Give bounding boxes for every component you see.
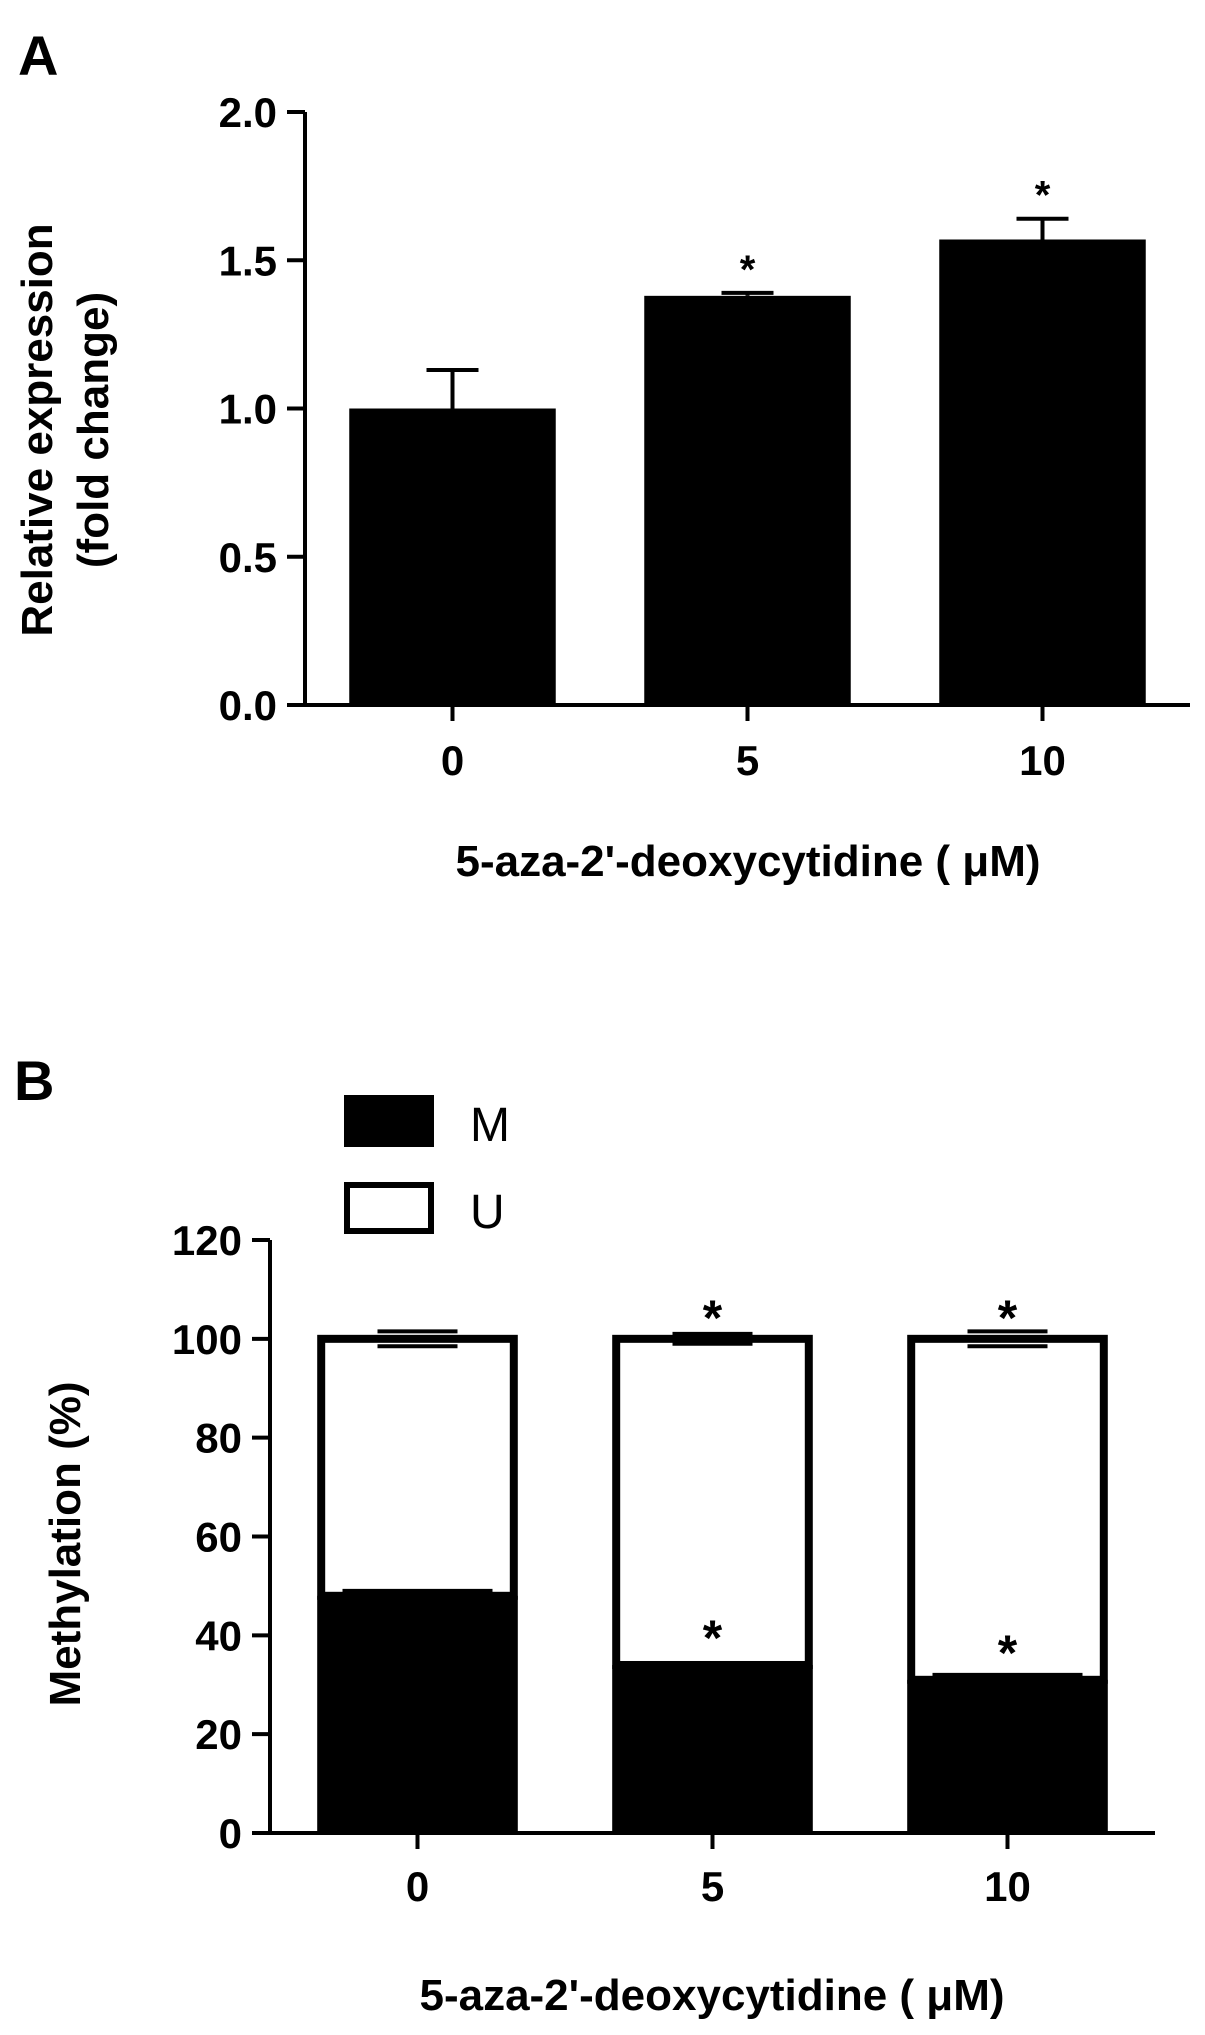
- significance-mark-m: *: [998, 1625, 1018, 1681]
- bar: [939, 239, 1146, 705]
- bar-segment-u: [612, 1334, 813, 1669]
- panel-a-bars: **: [349, 174, 1146, 705]
- bar-segment-m: [612, 1664, 813, 1833]
- panel-b-y-ticks: 0 20 40 60 80 100 120: [172, 1217, 270, 1857]
- significance-mark-u: *: [998, 1290, 1018, 1346]
- legend-label-m: M: [470, 1099, 510, 1152]
- bar-segment-m: [907, 1679, 1108, 1833]
- y-tick-label: 0.0: [219, 682, 277, 729]
- legend-label-u: U: [470, 1186, 505, 1239]
- panel-b-xlabel: 5-aza-2'-deoxycytidine ( μM): [419, 1971, 1004, 2020]
- y-tick-label: 120: [172, 1217, 242, 1264]
- y-tick-label: 80: [195, 1415, 242, 1462]
- y-tick-label: 1.0: [219, 386, 277, 433]
- panel-b: B M U Methylation (%) 5-aza-2'-deoxycyti…: [14, 1049, 1155, 2020]
- x-tick-label: 0: [406, 1863, 429, 1910]
- y-tick-label: 2.0: [219, 89, 277, 136]
- x-tick-label: 10: [1019, 737, 1066, 784]
- y-tick-label: 20: [195, 1711, 242, 1758]
- x-tick-label: 0: [441, 737, 464, 784]
- legend: M U: [344, 1095, 510, 1239]
- y-tick-label: 40: [195, 1612, 242, 1659]
- panel-a-xlabel: 5-aza-2'-deoxycytidine ( μM): [455, 837, 1040, 886]
- x-tick-label: 5: [701, 1863, 724, 1910]
- significance-mark-m: *: [703, 1610, 723, 1666]
- y-tick-label: 0.5: [219, 534, 277, 581]
- x-tick-label: 5: [736, 737, 759, 784]
- y-tick-label: 0: [219, 1810, 242, 1857]
- panel-a-ylabel-line1: Relative expression: [13, 223, 62, 636]
- y-tick-label: 100: [172, 1316, 242, 1363]
- bar-segment-m: [317, 1595, 518, 1833]
- x-tick-label: 10: [984, 1863, 1031, 1910]
- panel-b-label: B: [14, 1049, 54, 1112]
- bar-segment-u: [317, 1334, 518, 1600]
- panel-b-ylabel: Methylation (%): [41, 1381, 90, 1706]
- y-tick-label: 60: [195, 1514, 242, 1561]
- panel-b-x-ticks: 0 5 10: [406, 1833, 1031, 1910]
- panel-a: A Relative expression (fold change) 5-az…: [13, 24, 1190, 886]
- significance-mark-u: *: [703, 1290, 723, 1346]
- legend-swatch-u: [344, 1182, 434, 1234]
- panel-b-bars: * * * *: [317, 1290, 1108, 1833]
- bar-segment-u: [907, 1334, 1108, 1684]
- bar: [644, 295, 851, 705]
- y-tick-label: 1.5: [219, 237, 277, 284]
- significance-mark: *: [740, 248, 756, 292]
- significance-mark: *: [1035, 174, 1051, 218]
- panel-a-x-ticks: 0 5 10: [441, 705, 1066, 784]
- panel-a-y-ticks: 0.0 0.5 1.0 1.5 2.0: [219, 89, 305, 729]
- panel-a-ylabel-line2: (fold change): [69, 292, 118, 568]
- panel-a-label: A: [18, 24, 58, 87]
- legend-swatch-m: [344, 1095, 434, 1147]
- bar: [349, 408, 556, 705]
